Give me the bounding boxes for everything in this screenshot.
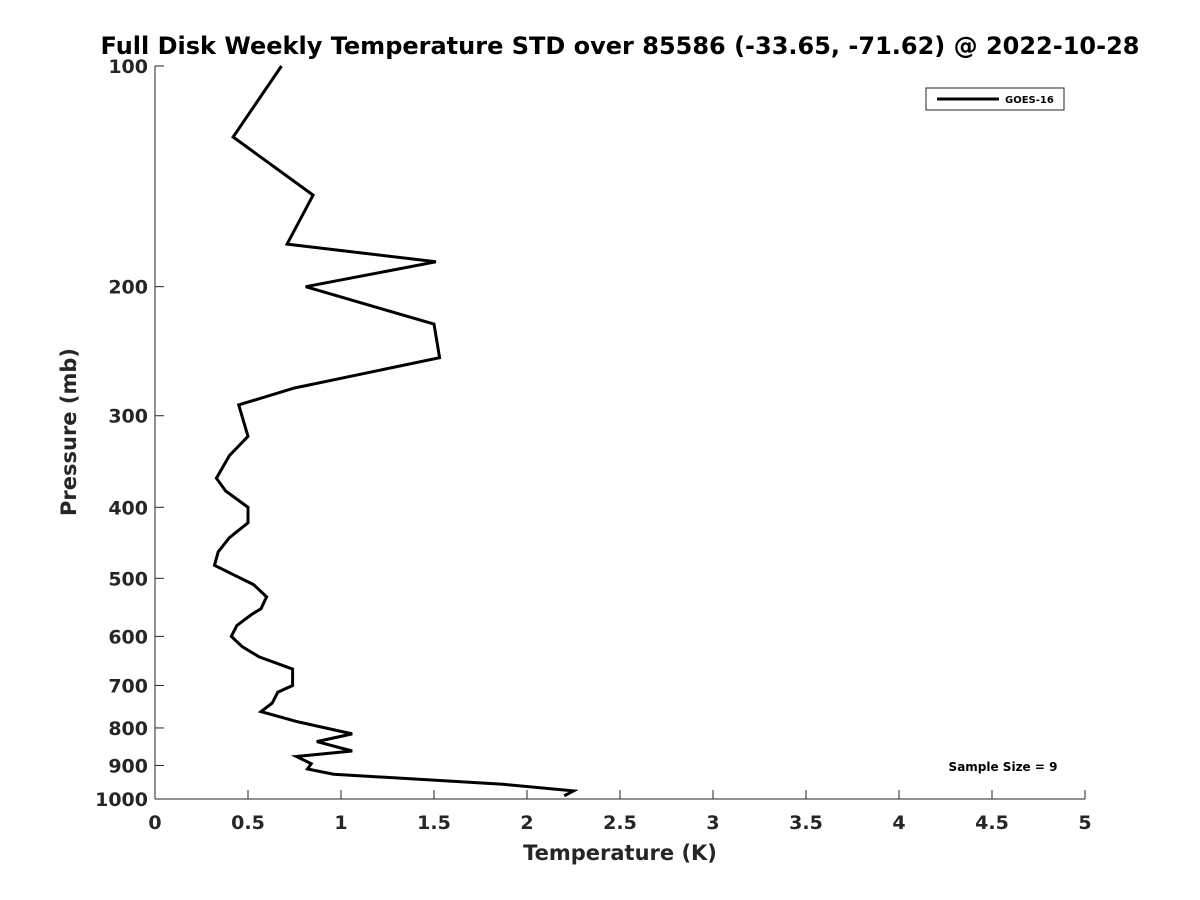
y-tick-label: 400 xyxy=(108,497,148,519)
y-tick-label: 1000 xyxy=(95,789,148,811)
legend: GOES-16 xyxy=(925,87,1065,111)
x-axis-label: Temperature (K) xyxy=(523,841,717,865)
y-tick-label: 800 xyxy=(108,718,148,740)
x-tick-label: 1 xyxy=(334,812,347,834)
x-tick-label: 3.5 xyxy=(789,812,823,834)
x-tick-label: 4.5 xyxy=(975,812,1009,834)
series-layer xyxy=(212,65,579,798)
plot-area xyxy=(155,66,1085,799)
chart-title: Full Disk Weekly Temperature STD over 85… xyxy=(101,32,1140,60)
sample-size-annotation: Sample Size = 9 xyxy=(949,760,1058,774)
y-tick-label: 900 xyxy=(108,755,148,777)
plot-axes xyxy=(154,66,1085,800)
x-tick-label: 0.5 xyxy=(231,812,265,834)
x-axis-ticks: 0 0.5 1 1.5 2 2.5 3 3.5 4 4.5 5 xyxy=(148,790,1092,834)
x-tick-label: 1.5 xyxy=(417,812,451,834)
y-tick-label: 700 xyxy=(108,675,148,697)
legend-label-goes-16: GOES-16 xyxy=(1005,95,1054,106)
y-axis-label: Pressure (mb) xyxy=(57,348,81,516)
x-tick-label: 4 xyxy=(892,812,905,834)
series-line-goes-16 xyxy=(212,65,579,798)
y-tick-label: 300 xyxy=(108,406,148,428)
y-tick-label: 100 xyxy=(108,56,148,78)
y-tick-label: 600 xyxy=(108,626,148,648)
x-tick-label: 3 xyxy=(706,812,719,834)
y-axis-ticks: 100 200 300 400 500 600 700 800 900 1000 xyxy=(95,56,164,811)
y-tick-label: 200 xyxy=(108,277,148,299)
x-tick-label: 0 xyxy=(148,812,161,834)
x-tick-label: 2 xyxy=(520,812,533,834)
x-tick-label: 5 xyxy=(1078,812,1091,834)
x-tick-label: 2.5 xyxy=(603,812,637,834)
y-tick-label: 500 xyxy=(108,568,148,590)
